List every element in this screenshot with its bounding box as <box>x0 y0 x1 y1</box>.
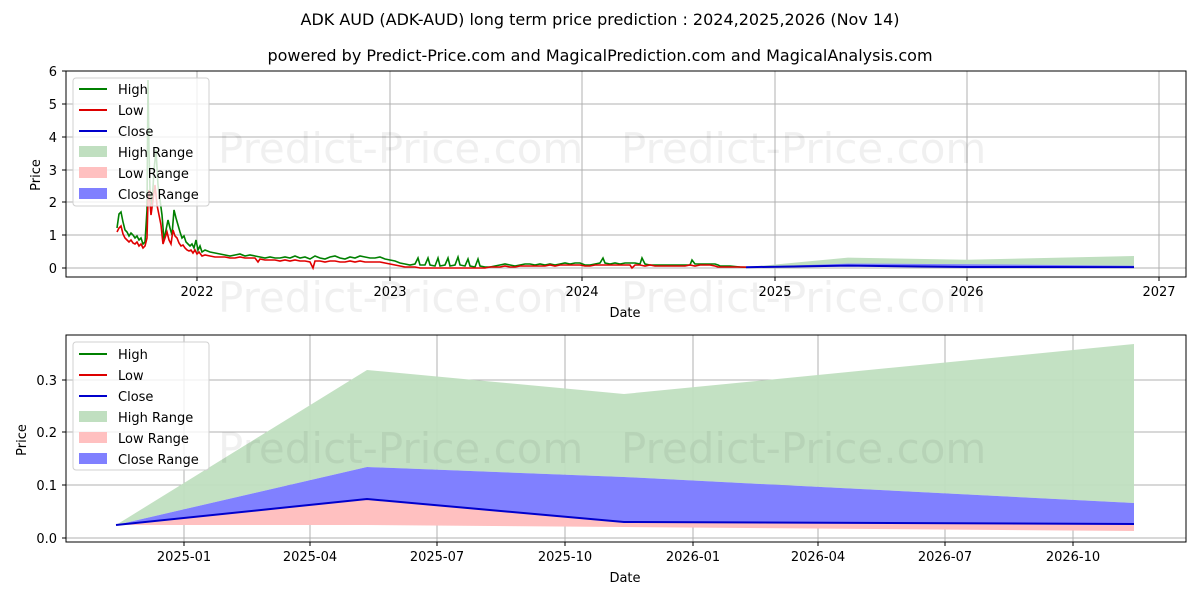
legend-close-label: Close <box>118 125 153 140</box>
top-y-axis-label: Price <box>29 159 44 191</box>
legend-high-range-swatch <box>79 411 107 422</box>
bottom-close-line <box>115 497 1135 526</box>
chart-subtitle: powered by Predict-Price.com and Magical… <box>267 46 933 65</box>
top-low-line <box>116 184 747 271</box>
legend-low-range-label: Low Range <box>118 432 189 447</box>
top-legend: High Low Close High Range Low Range Clos… <box>72 77 210 207</box>
bottom-plot-frame <box>65 334 1187 543</box>
legend-high-range-swatch <box>79 146 107 157</box>
bottom-x-ticks <box>183 542 1074 546</box>
watermark: Predict-Price.com <box>218 424 583 473</box>
top-plot-frame <box>65 70 1187 278</box>
legend-low-range-swatch <box>79 167 107 178</box>
top-xtick-label: 2022 <box>180 285 213 300</box>
legend-close-range-swatch <box>79 453 107 464</box>
top-xtick-label: 2027 <box>1142 285 1175 300</box>
top-ytick-label: 4 <box>49 131 57 146</box>
bottom-xtick-label: 2025-07 <box>410 550 464 565</box>
top-ytick-label: 5 <box>49 98 57 113</box>
top-xtick-label: 2025 <box>758 285 791 300</box>
legend-close-label: Close <box>118 390 153 405</box>
top-xtick-label: 2023 <box>373 285 406 300</box>
top-ytick-label: 1 <box>49 229 57 244</box>
legend-low-range-label: Low Range <box>118 167 189 182</box>
top-high-line <box>116 79 747 268</box>
watermark: Predict-Price.com <box>621 124 986 173</box>
watermark: Predict-Price.com <box>621 424 986 473</box>
top-x-axis-label: Date <box>609 306 640 321</box>
legend-high-range-label: High Range <box>118 146 193 161</box>
top-close-line <box>745 264 1135 269</box>
bottom-xtick-label: 2026-07 <box>918 550 972 565</box>
bottom-legend: High Low Close High Range Low Range Clos… <box>72 341 210 471</box>
top-grid <box>66 71 1186 277</box>
top-chart: Predict-Price.com Predict-Price.com 0 1 … <box>29 65 1187 322</box>
bottom-ytick-label: 0.2 <box>36 426 57 441</box>
top-xtick-label: 2026 <box>950 285 983 300</box>
watermark: Predict-Price.com <box>621 273 986 322</box>
bottom-ytick-label: 0.0 <box>36 532 57 547</box>
bottom-chart: Predict-Price.com Predict-Price.com 0.0 … <box>15 334 1187 586</box>
watermark: Predict-Price.com <box>218 273 583 322</box>
chart-title: ADK AUD (ADK-AUD) long term price predic… <box>300 10 900 29</box>
legend-low-range-swatch <box>79 432 107 443</box>
top-ytick-label: 3 <box>49 164 57 179</box>
bottom-y-ticks <box>62 379 66 539</box>
bottom-low-range-area <box>116 499 1134 531</box>
bottom-y-axis-label: Price <box>15 424 30 456</box>
legend-low-label: Low <box>118 369 144 384</box>
bottom-ytick-label: 0.1 <box>36 479 57 494</box>
top-ytick-label: 2 <box>49 196 57 211</box>
top-y-ticks <box>62 70 66 269</box>
top-ytick-label: 6 <box>49 65 57 80</box>
top-x-ticks <box>196 277 1160 281</box>
watermark: Predict-Price.com <box>218 124 583 173</box>
bottom-xtick-label: 2026-04 <box>791 550 845 565</box>
bottom-xtick-label: 2026-01 <box>666 550 720 565</box>
bottom-close-range-area <box>116 467 1134 525</box>
legend-close-range-label: Close Range <box>118 188 199 203</box>
legend-high-label: High <box>118 348 148 363</box>
legend-close-range-swatch <box>79 188 107 199</box>
bottom-high-range-area <box>116 344 1134 525</box>
legend-high-range-label: High Range <box>118 411 193 426</box>
bottom-xtick-label: 2025-10 <box>538 550 592 565</box>
legend-low-label: Low <box>118 104 144 119</box>
top-ytick-label: 0 <box>49 262 57 277</box>
bottom-ytick-label: 0.3 <box>36 374 57 389</box>
legend-high-label: High <box>118 83 148 98</box>
bottom-xtick-label: 2026-10 <box>1046 550 1100 565</box>
legend-close-range-label: Close Range <box>118 453 199 468</box>
bottom-xtick-label: 2025-04 <box>283 550 337 565</box>
bottom-x-axis-label: Date <box>609 571 640 586</box>
bottom-xtick-label: 2025-01 <box>157 550 211 565</box>
top-xtick-label: 2024 <box>565 285 598 300</box>
